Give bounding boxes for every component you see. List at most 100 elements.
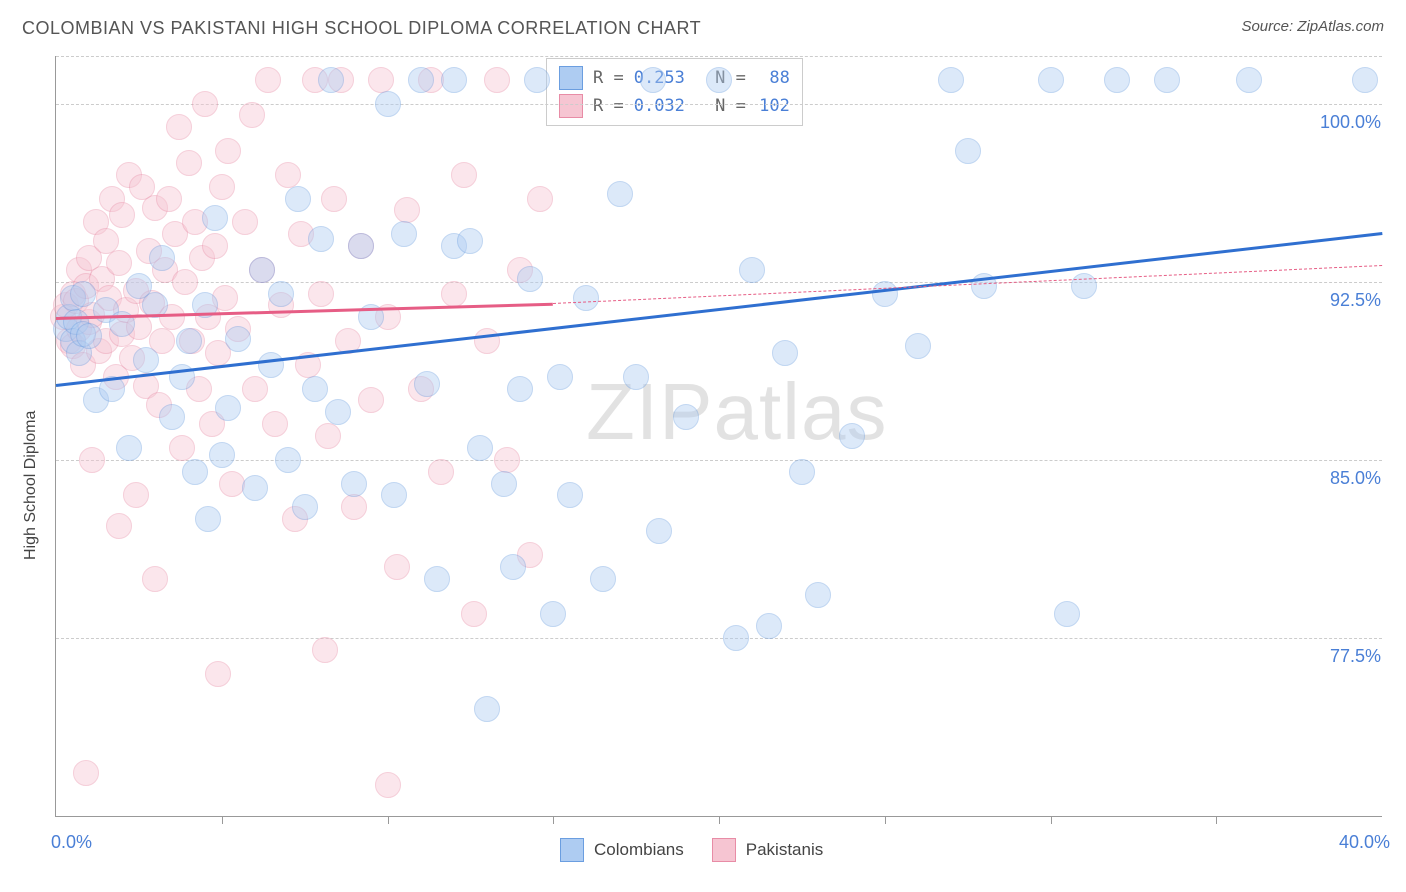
data-point [202, 233, 228, 259]
y-tick-label: 92.5% [1330, 290, 1381, 311]
data-point [133, 347, 159, 373]
x-tick [222, 816, 223, 824]
data-point [192, 91, 218, 117]
series-legend: Colombians Pakistanis [560, 838, 823, 862]
data-point [872, 281, 898, 307]
data-point [1236, 67, 1262, 93]
n-label: N = [715, 96, 746, 116]
data-point [375, 772, 401, 798]
data-point [79, 447, 105, 473]
data-point [474, 696, 500, 722]
data-point [381, 482, 407, 508]
data-point [202, 205, 228, 231]
data-point [1104, 67, 1130, 93]
y-tick-label: 85.0% [1330, 468, 1381, 489]
data-point [308, 281, 334, 307]
trend-line [56, 232, 1382, 387]
n-value-colombians: 88 [756, 68, 790, 88]
data-point [441, 281, 467, 307]
data-point [375, 91, 401, 117]
legend-row-colombians: R = 0.253 N = 88 [559, 64, 790, 92]
data-point [772, 340, 798, 366]
legend-item-pakistanis: Pakistanis [712, 838, 823, 862]
data-point [557, 482, 583, 508]
r-value-pakistanis: 0.032 [634, 96, 685, 116]
data-point [391, 221, 417, 247]
data-point [384, 554, 410, 580]
gridline [56, 282, 1382, 283]
x-tick [719, 816, 720, 824]
x-tick [1051, 816, 1052, 824]
data-point [408, 67, 434, 93]
data-point [215, 395, 241, 421]
data-point [76, 323, 102, 349]
data-point [142, 566, 168, 592]
x-tick [1216, 816, 1217, 824]
data-point [225, 326, 251, 352]
data-point [461, 601, 487, 627]
legend-row-pakistanis: R = 0.032 N = 102 [559, 92, 790, 120]
data-point [106, 250, 132, 276]
data-point [275, 447, 301, 473]
data-point [232, 209, 258, 235]
data-point [166, 114, 192, 140]
data-point [302, 376, 328, 402]
y-axis-label: High School Diploma [22, 411, 40, 560]
r-label: R = [593, 68, 624, 88]
data-point [268, 281, 294, 307]
data-point [457, 228, 483, 254]
x-tick-label: 40.0% [1339, 832, 1390, 853]
data-point [484, 67, 510, 93]
data-point [623, 364, 649, 390]
data-point [321, 186, 347, 212]
data-point [723, 625, 749, 651]
data-point [424, 566, 450, 592]
swatch-pakistanis [559, 94, 583, 118]
data-point [242, 475, 268, 501]
r-label: R = [593, 96, 624, 116]
y-tick-label: 77.5% [1330, 646, 1381, 667]
chart-title: COLOMBIAN VS PAKISTANI HIGH SCHOOL DIPLO… [22, 18, 701, 39]
data-point [494, 447, 520, 473]
data-point [756, 613, 782, 639]
data-point [312, 637, 338, 663]
data-point [275, 162, 301, 188]
data-point [646, 518, 672, 544]
data-point [1038, 67, 1064, 93]
gridline [56, 638, 1382, 639]
data-point [182, 459, 208, 485]
data-point [242, 376, 268, 402]
trend-line [553, 265, 1382, 304]
chart-container: COLOMBIAN VS PAKISTANI HIGH SCHOOL DIPLO… [0, 0, 1406, 892]
data-point [640, 67, 666, 93]
data-point [116, 435, 142, 461]
data-point [209, 174, 235, 200]
data-point [441, 67, 467, 93]
data-point [517, 266, 543, 292]
data-point [451, 162, 477, 188]
data-point [249, 257, 275, 283]
data-point [215, 138, 241, 164]
data-point [955, 138, 981, 164]
swatch-icon [560, 838, 584, 862]
data-point [195, 506, 221, 532]
data-point [325, 399, 351, 425]
data-point [156, 186, 182, 212]
data-point [219, 471, 245, 497]
data-point [673, 404, 699, 430]
data-point [172, 269, 198, 295]
data-point [938, 67, 964, 93]
data-point [239, 102, 265, 128]
legend-label-pakistanis: Pakistanis [746, 840, 823, 860]
data-point [73, 760, 99, 786]
data-point [341, 471, 367, 497]
data-point [262, 411, 288, 437]
data-point [149, 245, 175, 271]
data-point [524, 67, 550, 93]
data-point [285, 186, 311, 212]
data-point [507, 376, 533, 402]
data-point [394, 197, 420, 223]
data-point [547, 364, 573, 390]
data-point [176, 328, 202, 354]
data-point [70, 281, 96, 307]
